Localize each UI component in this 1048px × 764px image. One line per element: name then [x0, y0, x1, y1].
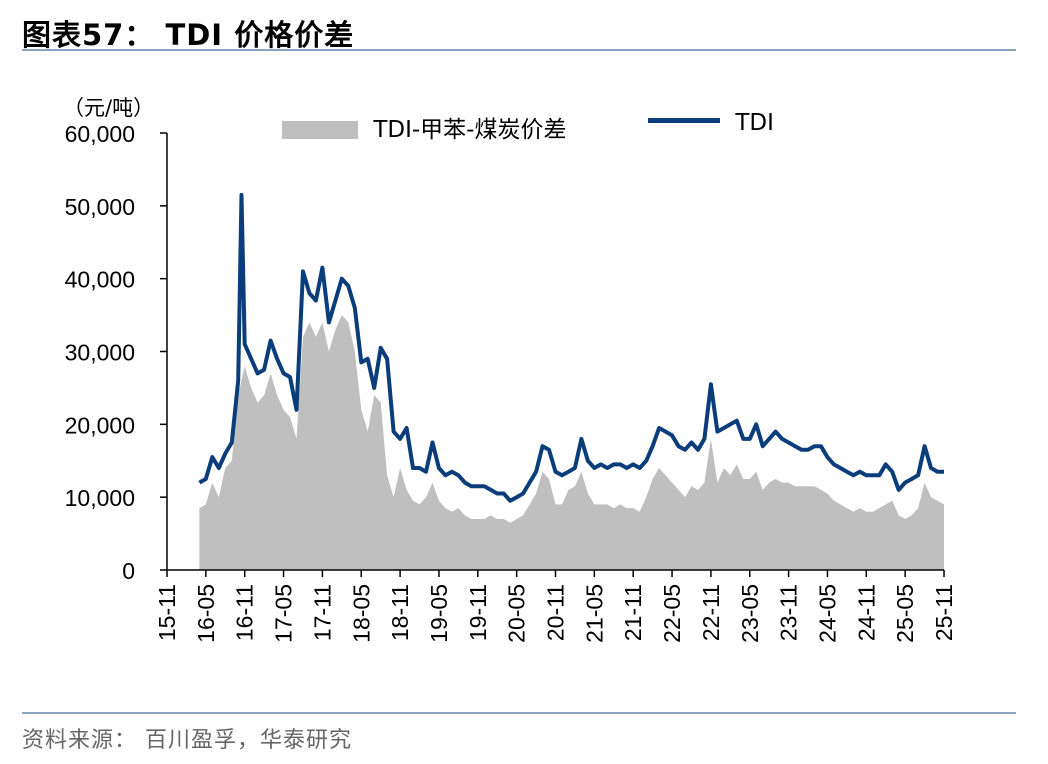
- y-tick-label: 50,000: [65, 194, 135, 220]
- x-tick-label: 17-11: [309, 584, 335, 641]
- legend-swatch-tdi: [648, 118, 720, 123]
- y-tick-label: 30,000: [65, 340, 135, 366]
- x-tick-label: 16-11: [232, 584, 258, 641]
- x-tick-label: 21-05: [581, 584, 607, 643]
- x-tick-label: 16-05: [193, 584, 219, 643]
- x-tick-label: 22-11: [698, 584, 724, 641]
- y-unit-label: （元/吨）: [63, 96, 155, 120]
- y-tick-label: 40,000: [65, 267, 135, 293]
- x-tick-label: 18-11: [387, 584, 413, 641]
- x-tick-label: 25-11: [931, 584, 957, 641]
- title-rule: [22, 49, 1016, 51]
- x-tick-label: 19-11: [465, 584, 491, 641]
- y-tick-label: 10,000: [65, 485, 135, 511]
- x-tick-label: 20-11: [543, 584, 569, 641]
- x-tick-label: 24-05: [814, 584, 840, 643]
- legend-label-tdi: TDI: [735, 110, 774, 136]
- figure-title: 图表57： TDI 价格价差: [22, 18, 355, 52]
- x-tick-label: 18-05: [348, 584, 374, 643]
- x-tick-label: 15-11: [154, 584, 180, 641]
- x-tick-label: 19-05: [426, 584, 452, 643]
- x-tick-label: 25-05: [892, 584, 918, 643]
- x-tick-label: 24-11: [853, 584, 879, 641]
- source-note: 资料来源： 百川盈孚，华泰研究: [22, 728, 352, 753]
- y-tick-label: 20,000: [65, 412, 135, 438]
- x-tick-label: 17-05: [271, 584, 297, 643]
- legend-item-spread: TDI-甲苯-煤炭价差: [282, 110, 566, 144]
- y-tick-label: 60,000: [65, 121, 135, 147]
- x-tick-label: 23-11: [776, 584, 802, 641]
- source-rule: [22, 712, 1016, 714]
- y-tick-label: 0: [122, 558, 135, 584]
- x-tick-label: 23-05: [737, 584, 763, 643]
- legend-swatch-spread: [282, 121, 358, 139]
- x-tick-label: 21-11: [620, 584, 646, 641]
- legend-item-tdi: TDI: [648, 110, 774, 136]
- x-tick-label: 22-05: [659, 584, 685, 643]
- series-line-tdi: [198, 192, 944, 503]
- series-area-spread: [199, 315, 944, 570]
- legend-label-spread: TDI-甲苯-煤炭价差: [373, 117, 567, 143]
- x-tick-label: 20-05: [504, 584, 530, 643]
